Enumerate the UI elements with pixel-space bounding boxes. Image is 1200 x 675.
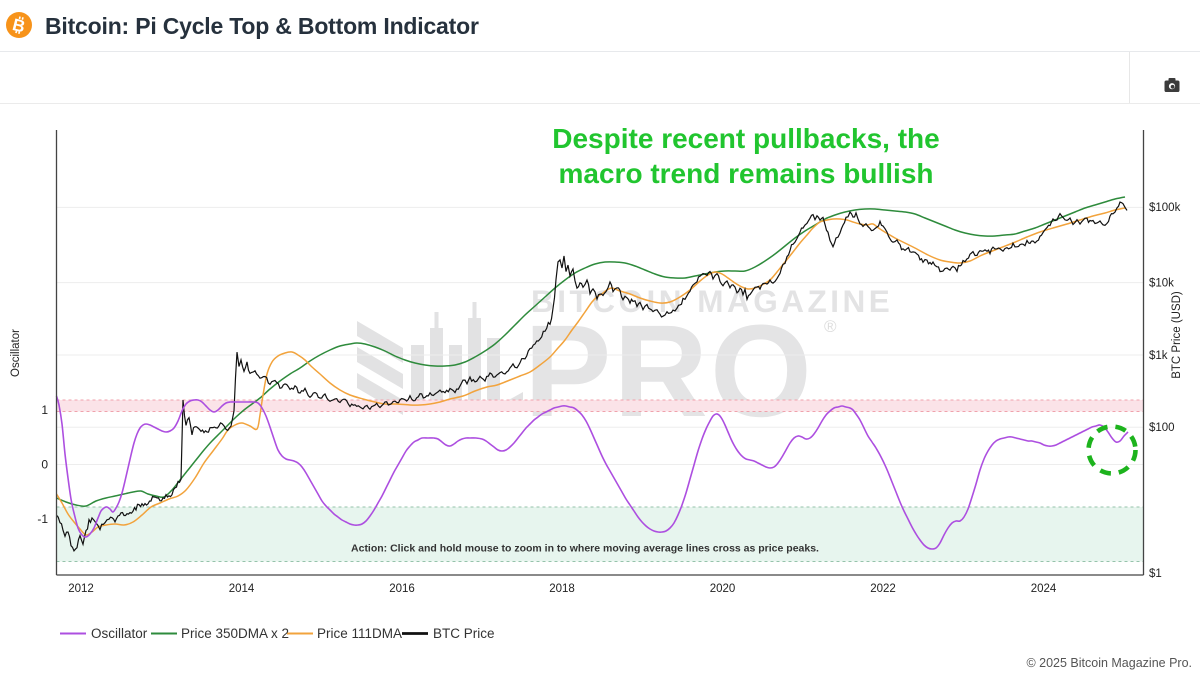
svg-text:1: 1 — [41, 403, 48, 417]
svg-text:BTC Price: BTC Price — [433, 626, 495, 641]
svg-text:®: ® — [824, 317, 837, 336]
svg-text:2024: 2024 — [1031, 583, 1057, 595]
svg-text:$100: $100 — [1149, 422, 1175, 434]
svg-text:-1: -1 — [37, 512, 48, 526]
svg-text:$1: $1 — [1149, 568, 1162, 580]
svg-text:B: B — [11, 15, 28, 36]
svg-text:Oscillator: Oscillator — [10, 329, 22, 377]
svg-text:2016: 2016 — [389, 583, 415, 595]
svg-text:Action: Click and hold mouse t: Action: Click and hold mouse to zoom in … — [351, 543, 819, 555]
svg-text:Despite recent pullbacks, the: Despite recent pullbacks, the — [552, 123, 939, 154]
svg-text:2022: 2022 — [870, 583, 896, 595]
svg-text:0: 0 — [41, 458, 48, 472]
svg-text:2020: 2020 — [710, 583, 736, 595]
svg-text:Price 350DMA x 2: Price 350DMA x 2 — [181, 626, 289, 641]
svg-text:2018: 2018 — [549, 583, 575, 595]
svg-text:2014: 2014 — [229, 583, 255, 595]
svg-text:Price 111DMA: Price 111DMA — [317, 626, 402, 641]
svg-text:macro trend remains bullish: macro trend remains bullish — [559, 158, 934, 189]
svg-text:2012: 2012 — [68, 583, 94, 595]
svg-text:$100k: $100k — [1149, 202, 1181, 214]
svg-text:PRO: PRO — [524, 297, 814, 444]
svg-text:BITCOIN MAGAZINE: BITCOIN MAGAZINE — [531, 283, 893, 319]
svg-text:Oscillator: Oscillator — [91, 626, 148, 641]
svg-text:$1k: $1k — [1149, 350, 1168, 362]
svg-text:$10k: $10k — [1149, 278, 1174, 290]
svg-text:BTC Price (USD): BTC Price (USD) — [1171, 291, 1183, 379]
svg-text:© 2025 Bitcoin Magazine Pro.: © 2025 Bitcoin Magazine Pro. — [1026, 656, 1192, 670]
